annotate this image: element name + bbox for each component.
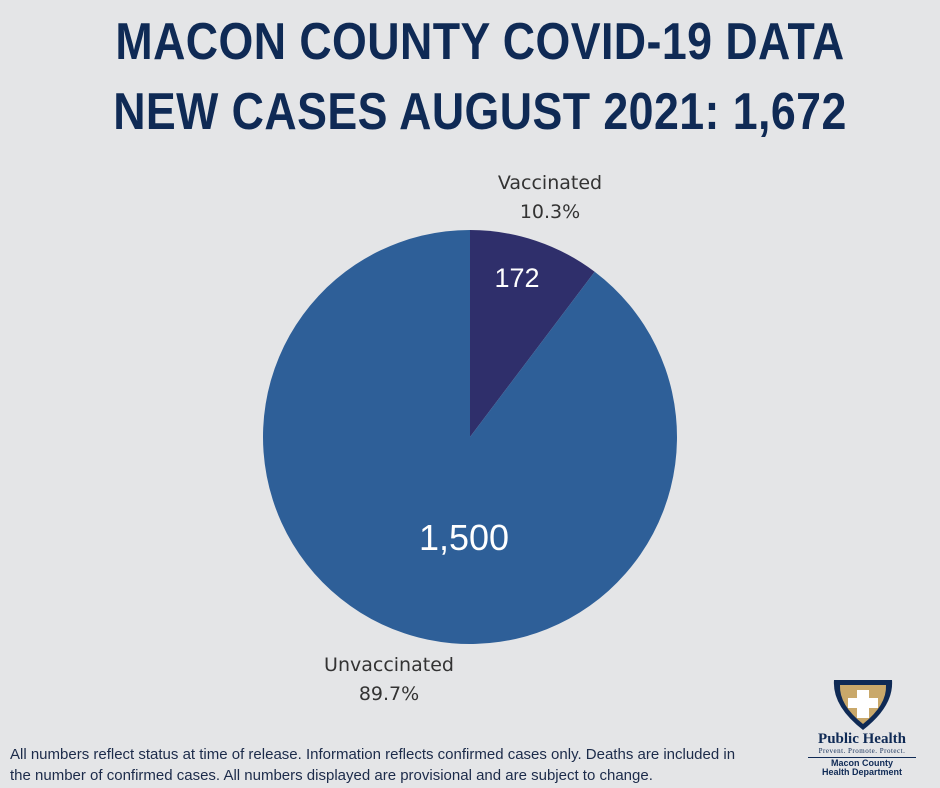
slice-percent-unvaccinated: 89.7% <box>359 683 419 705</box>
page-title: MACON COUNTY COVID-19 DATA <box>115 13 845 71</box>
disclaimer-note: All numbers reflect status at time of re… <box>10 744 780 786</box>
slice-value-vaccinated: 172 <box>494 263 539 293</box>
disclaimer-line-1: All numbers reflect status at time of re… <box>10 746 736 763</box>
slice-value-unvaccinated: 1,500 <box>419 517 509 558</box>
shield-cross-icon <box>833 680 893 730</box>
slice-percent-vaccinated: 10.3% <box>520 201 580 223</box>
slice-label-vaccinated: Vaccinated <box>498 172 602 194</box>
pie-slice-unvaccinated <box>262 230 677 644</box>
logo-org-line-1: Macon County <box>831 758 893 768</box>
logo-tagline: Prevent. Promote. Protect. <box>818 747 906 755</box>
pie-slice-vaccinated <box>470 230 595 437</box>
logo-org: Macon County Health Department <box>798 759 926 777</box>
health-department-logo: Public Health Prevent. Promote. Protect.… <box>798 676 928 782</box>
pie-slices <box>262 230 677 644</box>
slice-label-unvaccinated: Unvaccinated <box>324 654 454 676</box>
pie-chart: Vaccinated 10.3% Unvaccinated 89.7% 172 … <box>262 172 677 705</box>
disclaimer-line-2: the number of confirmed cases. All numbe… <box>10 767 653 784</box>
logo-org-line-2: Health Department <box>821 767 902 777</box>
page-subtitle: NEW CASES AUGUST 2021: 1,672 <box>113 83 847 141</box>
logo-divider <box>808 757 916 758</box>
logo-name: Public Health <box>818 731 906 747</box>
